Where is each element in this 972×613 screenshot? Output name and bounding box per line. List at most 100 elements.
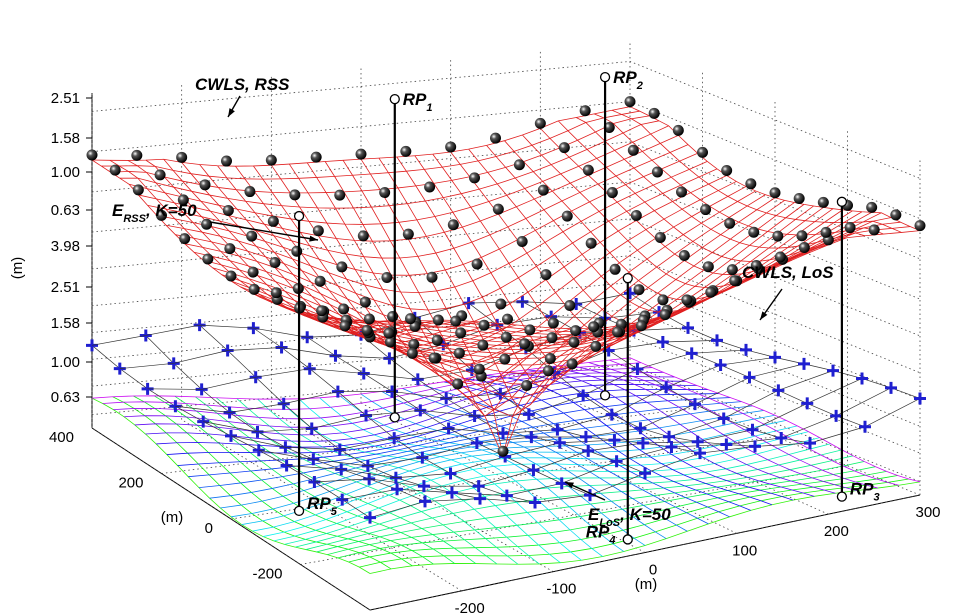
rss-marker [544, 352, 556, 364]
y-tick-label: 200 [118, 475, 143, 492]
rss-marker [426, 271, 438, 283]
rss-marker [700, 204, 712, 216]
los-marker [610, 455, 623, 468]
x-tick-label: -100 [546, 581, 576, 598]
rss-marker [478, 319, 490, 331]
rss-marker [606, 187, 618, 199]
rss-marker [453, 347, 465, 359]
los-marker [656, 336, 669, 349]
rp-label: RP2 [613, 68, 643, 92]
rss-surface-line [593, 113, 884, 236]
z-tick-label: 1.00 [51, 354, 80, 371]
los-marker [660, 381, 673, 394]
los-marker [801, 397, 814, 410]
rp-label-sub: 5 [331, 506, 338, 518]
los-marker [470, 437, 483, 450]
rss-marker [492, 203, 504, 215]
los-marker [445, 486, 458, 499]
los-marker [740, 343, 752, 356]
rss-marker [745, 178, 757, 190]
rss-marker [657, 294, 669, 306]
los-marker [639, 467, 651, 480]
rss-marker [561, 210, 573, 222]
rss-marker [570, 325, 582, 337]
los-surface-line [588, 362, 878, 489]
rss-marker [310, 151, 322, 163]
los-error-surface [91, 357, 921, 574]
rss-marker [202, 253, 214, 265]
los-marker [624, 287, 636, 300]
los-marker [419, 495, 431, 508]
grid-line [450, 394, 737, 534]
rss-marker [519, 338, 531, 350]
rss-marker [603, 121, 615, 133]
rp-label: RP1 [403, 90, 433, 114]
rss-marker [868, 224, 880, 236]
rss-marker [450, 315, 462, 327]
rss-surface-line [128, 125, 669, 225]
rss-marker [516, 235, 528, 247]
los-marker [714, 359, 727, 372]
x-tick-label: 200 [824, 523, 849, 540]
rss-marker [339, 320, 351, 332]
los-surface-line [547, 366, 836, 494]
los-surface-line [381, 391, 667, 539]
grid-line [91, 427, 371, 611]
e-los-label-tail: , K=50 [619, 505, 671, 524]
rss-marker [748, 226, 760, 238]
rss-marker [547, 317, 559, 329]
rss-marker [402, 228, 414, 240]
los-marker [522, 408, 535, 421]
rss-surface-line [611, 109, 902, 233]
rp-top [389, 93, 400, 105]
rss-marker [199, 179, 211, 191]
rss-marker [697, 146, 708, 158]
z-axis-label: (m) [9, 257, 26, 280]
e-los-arrow-head [565, 482, 574, 489]
los-marker [577, 389, 590, 402]
rss-surface-line [576, 117, 866, 249]
rss-marker [796, 230, 808, 242]
rp-label-sub: 2 [636, 80, 643, 92]
rss-marker [774, 251, 786, 263]
rss-marker [568, 336, 580, 348]
rp-base [293, 505, 305, 516]
los-marker [749, 440, 761, 453]
los-marker [631, 363, 644, 376]
cwls-los-arrow-head [760, 311, 768, 320]
grid-line [540, 385, 829, 515]
rp-label: RP5 [307, 494, 338, 518]
rss-marker [914, 220, 926, 232]
los-marker [608, 434, 621, 447]
rss-marker [109, 164, 121, 176]
rss-marker [724, 217, 736, 229]
rss-marker [355, 148, 367, 160]
rss-marker [772, 230, 784, 242]
rss-marker [222, 204, 234, 216]
rss-surface-line [101, 110, 640, 180]
rss-marker [176, 151, 188, 163]
z-tick-label: 2.51 [51, 279, 80, 296]
rss-marker [729, 275, 741, 287]
z-tick-label: 3.98 [51, 238, 80, 255]
grid-line [181, 419, 462, 592]
rss-marker [609, 263, 621, 275]
grid-line [161, 406, 703, 474]
rss-marker [521, 379, 533, 391]
los-marker [553, 436, 566, 449]
rss-marker [681, 294, 693, 306]
rss-marker [844, 222, 856, 234]
rss-marker [750, 260, 762, 272]
y-tick-label: 400 [49, 429, 74, 446]
rp-base [389, 412, 400, 423]
rss-marker [624, 96, 636, 108]
rss-marker [678, 250, 690, 262]
rss-marker [316, 305, 328, 317]
los-marker [555, 477, 568, 490]
los-marker [665, 441, 678, 454]
rss-marker [630, 209, 642, 221]
rss-marker [289, 189, 301, 201]
grid-line [369, 494, 921, 611]
rss-marker [452, 378, 464, 390]
rss-marker [379, 187, 391, 199]
